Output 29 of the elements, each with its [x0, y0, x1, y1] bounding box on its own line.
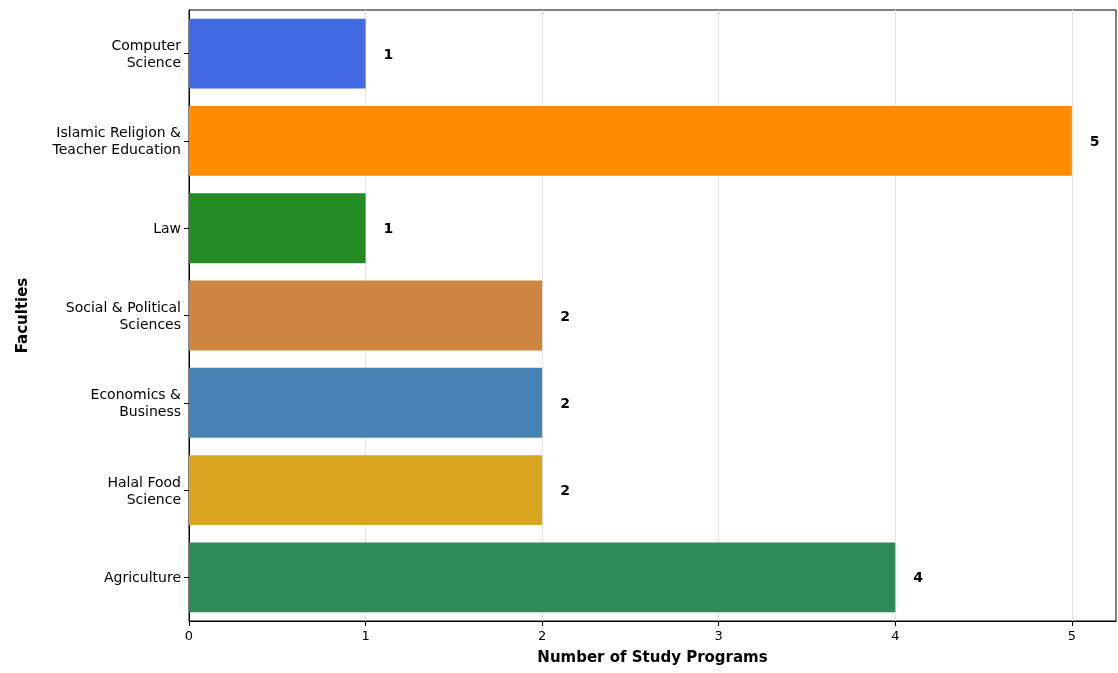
y-tick-label: Islamic Religion & Teacher Education [51, 124, 182, 158]
bar [189, 193, 366, 264]
bar [189, 542, 896, 613]
bar [189, 367, 543, 438]
x-tick-label: 5 [1067, 628, 1076, 643]
y-tick-label: Agriculture [104, 569, 181, 586]
data-label: 4 [913, 569, 924, 586]
x-axis-title: Number of Study Programs [537, 647, 768, 666]
bar [189, 106, 1072, 176]
y-axis-title: Faculties [12, 277, 31, 354]
y-tick-label: Economics & Business [90, 386, 182, 420]
x-tick-label: 0 [184, 628, 194, 643]
data-label: 2 [560, 307, 570, 324]
bar [189, 455, 543, 525]
y-tick-label: Computer Science [111, 37, 182, 71]
x-tick-label: 1 [361, 628, 370, 643]
x-tick-label: 2 [538, 628, 547, 643]
x-tick-label: 3 [714, 628, 723, 643]
data-label: 1 [383, 220, 394, 237]
bar [189, 280, 543, 351]
bar [189, 18, 366, 89]
data-label: 5 [1089, 132, 1100, 149]
x-tick-label: 4 [891, 628, 900, 643]
data-label: 2 [560, 482, 570, 499]
y-tick-label: Halal Food Science [107, 473, 181, 507]
y-tick-label: Law [153, 220, 181, 237]
data-label: 1 [383, 45, 394, 62]
data-label: 2 [560, 394, 570, 411]
y-tick-label: Social & Political Sciences [65, 299, 181, 332]
